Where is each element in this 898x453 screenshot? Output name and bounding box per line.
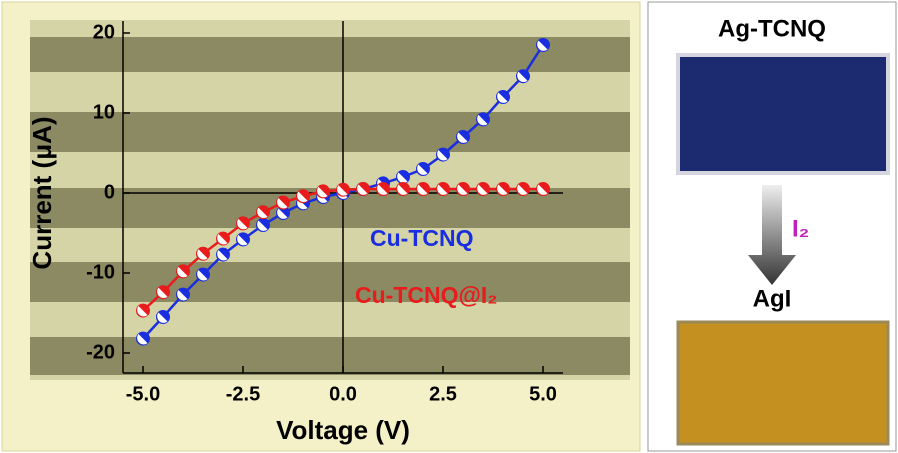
figure: Voltage (V) Current (μA) Ag-TCNQ I₂ AgI … [0, 0, 898, 453]
y-tick-label: -20 [86, 341, 115, 363]
data-point [397, 183, 410, 196]
data-point [457, 131, 470, 144]
data-point [217, 232, 230, 245]
top-label: Ag-TCNQ [718, 15, 826, 42]
data-point [197, 268, 210, 281]
data-point [497, 183, 510, 196]
x-tick-label: 5.0 [529, 383, 557, 405]
data-point [517, 70, 530, 83]
data-point [497, 91, 510, 104]
data-point [157, 286, 170, 299]
ag-tcnq-photo [678, 55, 888, 173]
data-point [237, 233, 250, 246]
data-point [437, 183, 450, 196]
y-tick-label: 20 [93, 21, 115, 43]
data-point [477, 183, 490, 196]
legend-label: Cu-TCNQ [370, 225, 473, 251]
data-point [257, 206, 270, 219]
y-axis-title: Current (μA) [27, 116, 57, 269]
data-point [137, 304, 150, 317]
data-point [297, 190, 310, 203]
data-point [417, 183, 430, 196]
data-point [157, 311, 170, 324]
y-tick-label: -10 [86, 261, 115, 283]
data-point [537, 39, 550, 52]
data-point [177, 288, 190, 301]
stripe-dark [30, 262, 630, 302]
y-tick-label: 0 [104, 181, 115, 203]
data-point [257, 219, 270, 232]
data-point [397, 171, 410, 184]
reagent-label: I₂ [792, 215, 809, 242]
data-point [457, 183, 470, 196]
data-point [277, 196, 290, 209]
legend-label: Cu-TCNQ@I₂ [355, 282, 498, 308]
x-tick-label: -5.0 [126, 383, 160, 405]
data-point [317, 185, 330, 198]
data-point [537, 183, 550, 196]
data-point [357, 183, 370, 196]
data-point [237, 217, 250, 230]
background [30, 20, 630, 380]
x-axis-title: Voltage (V) [276, 415, 410, 445]
stripe-dark [30, 112, 630, 152]
data-point [137, 332, 150, 345]
stripe-dark [30, 337, 630, 375]
x-tick-label: 2.5 [429, 383, 457, 405]
x-tick-label: -2.5 [226, 383, 260, 405]
data-point [477, 113, 490, 126]
data-point [217, 248, 230, 261]
x-tick-label: 0.0 [329, 383, 357, 405]
data-point [417, 163, 430, 176]
bottom-label: AgI [753, 285, 792, 312]
data-point [517, 183, 530, 196]
data-point [177, 265, 190, 278]
data-point [337, 183, 350, 196]
agi-photo [678, 322, 888, 444]
y-tick-label: 10 [93, 101, 115, 123]
data-point [197, 247, 210, 260]
data-point [377, 183, 390, 196]
data-point [437, 148, 450, 161]
